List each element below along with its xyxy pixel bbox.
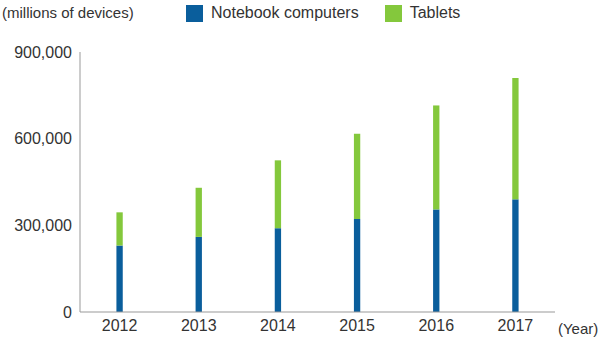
svg-text:2014: 2014: [260, 317, 296, 334]
svg-text:0: 0: [63, 304, 72, 321]
html-text:Tablets: Tablets: [409, 4, 461, 21]
svg-text:2017: 2017: [498, 317, 534, 334]
svg-text:300,000: 300,000: [14, 217, 72, 234]
html-text:Notebook computers: Notebook computers: [211, 4, 359, 21]
svg-text:2012: 2012: [102, 317, 138, 334]
svg-text:2016: 2016: [418, 317, 454, 334]
html-text:(millions of devices): (millions of devices): [2, 4, 134, 21]
svg-text:2015: 2015: [339, 317, 375, 334]
svg-text:900,000: 900,000: [14, 44, 72, 61]
html-text:(Year): (Year): [558, 320, 599, 337]
svg-text:600,000: 600,000: [14, 130, 72, 147]
svg-text:2013: 2013: [181, 317, 217, 334]
